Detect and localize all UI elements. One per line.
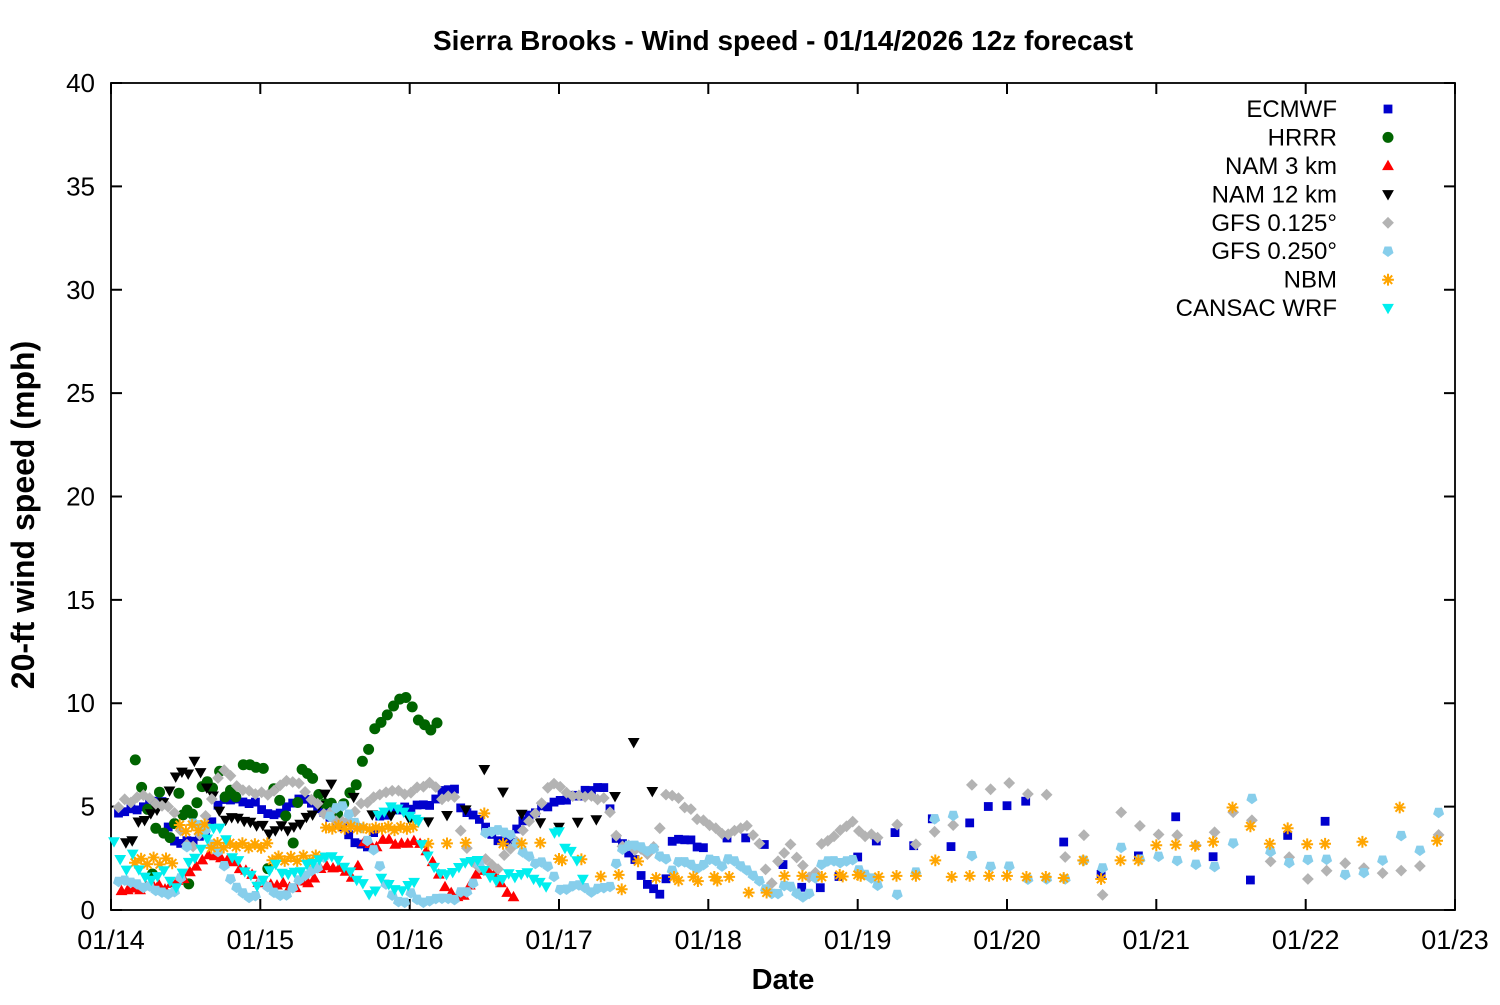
svg-text:01/18: 01/18: [675, 925, 743, 955]
svg-text:01/21: 01/21: [1123, 925, 1191, 955]
svg-text:GFS 0.250°: GFS 0.250°: [1211, 238, 1337, 265]
svg-text:ECMWF: ECMWF: [1246, 96, 1337, 123]
svg-text:5: 5: [81, 792, 95, 822]
svg-text:Sierra Brooks - Wind speed - 0: Sierra Brooks - Wind speed - 01/14/2026 …: [433, 25, 1133, 56]
svg-text:25: 25: [66, 378, 95, 408]
svg-text:CANSAC WRF: CANSAC WRF: [1176, 295, 1337, 322]
svg-text:Date: Date: [752, 964, 815, 996]
svg-text:01/19: 01/19: [824, 925, 892, 955]
svg-text:GFS 0.125°: GFS 0.125°: [1211, 210, 1337, 237]
svg-text:30: 30: [66, 275, 95, 305]
svg-text:NBM: NBM: [1284, 267, 1337, 294]
svg-text:01/14: 01/14: [77, 925, 145, 955]
svg-text:NAM 3 km: NAM 3 km: [1225, 153, 1337, 180]
svg-text:01/15: 01/15: [227, 925, 295, 955]
svg-text:HRRR: HRRR: [1268, 124, 1337, 151]
svg-text:01/16: 01/16: [376, 925, 444, 955]
svg-text:01/23: 01/23: [1421, 925, 1489, 955]
svg-text:20-ft wind speed (mph): 20-ft wind speed (mph): [5, 341, 41, 689]
svg-text:35: 35: [66, 171, 95, 201]
svg-text:0: 0: [81, 895, 95, 925]
svg-text:40: 40: [66, 68, 95, 98]
svg-text:01/20: 01/20: [973, 925, 1041, 955]
svg-text:10: 10: [66, 688, 95, 718]
svg-text:20: 20: [66, 482, 95, 512]
svg-text:NAM 12 km: NAM 12 km: [1212, 181, 1337, 208]
svg-text:01/17: 01/17: [525, 925, 593, 955]
svg-text:01/22: 01/22: [1272, 925, 1340, 955]
svg-text:15: 15: [66, 585, 95, 615]
